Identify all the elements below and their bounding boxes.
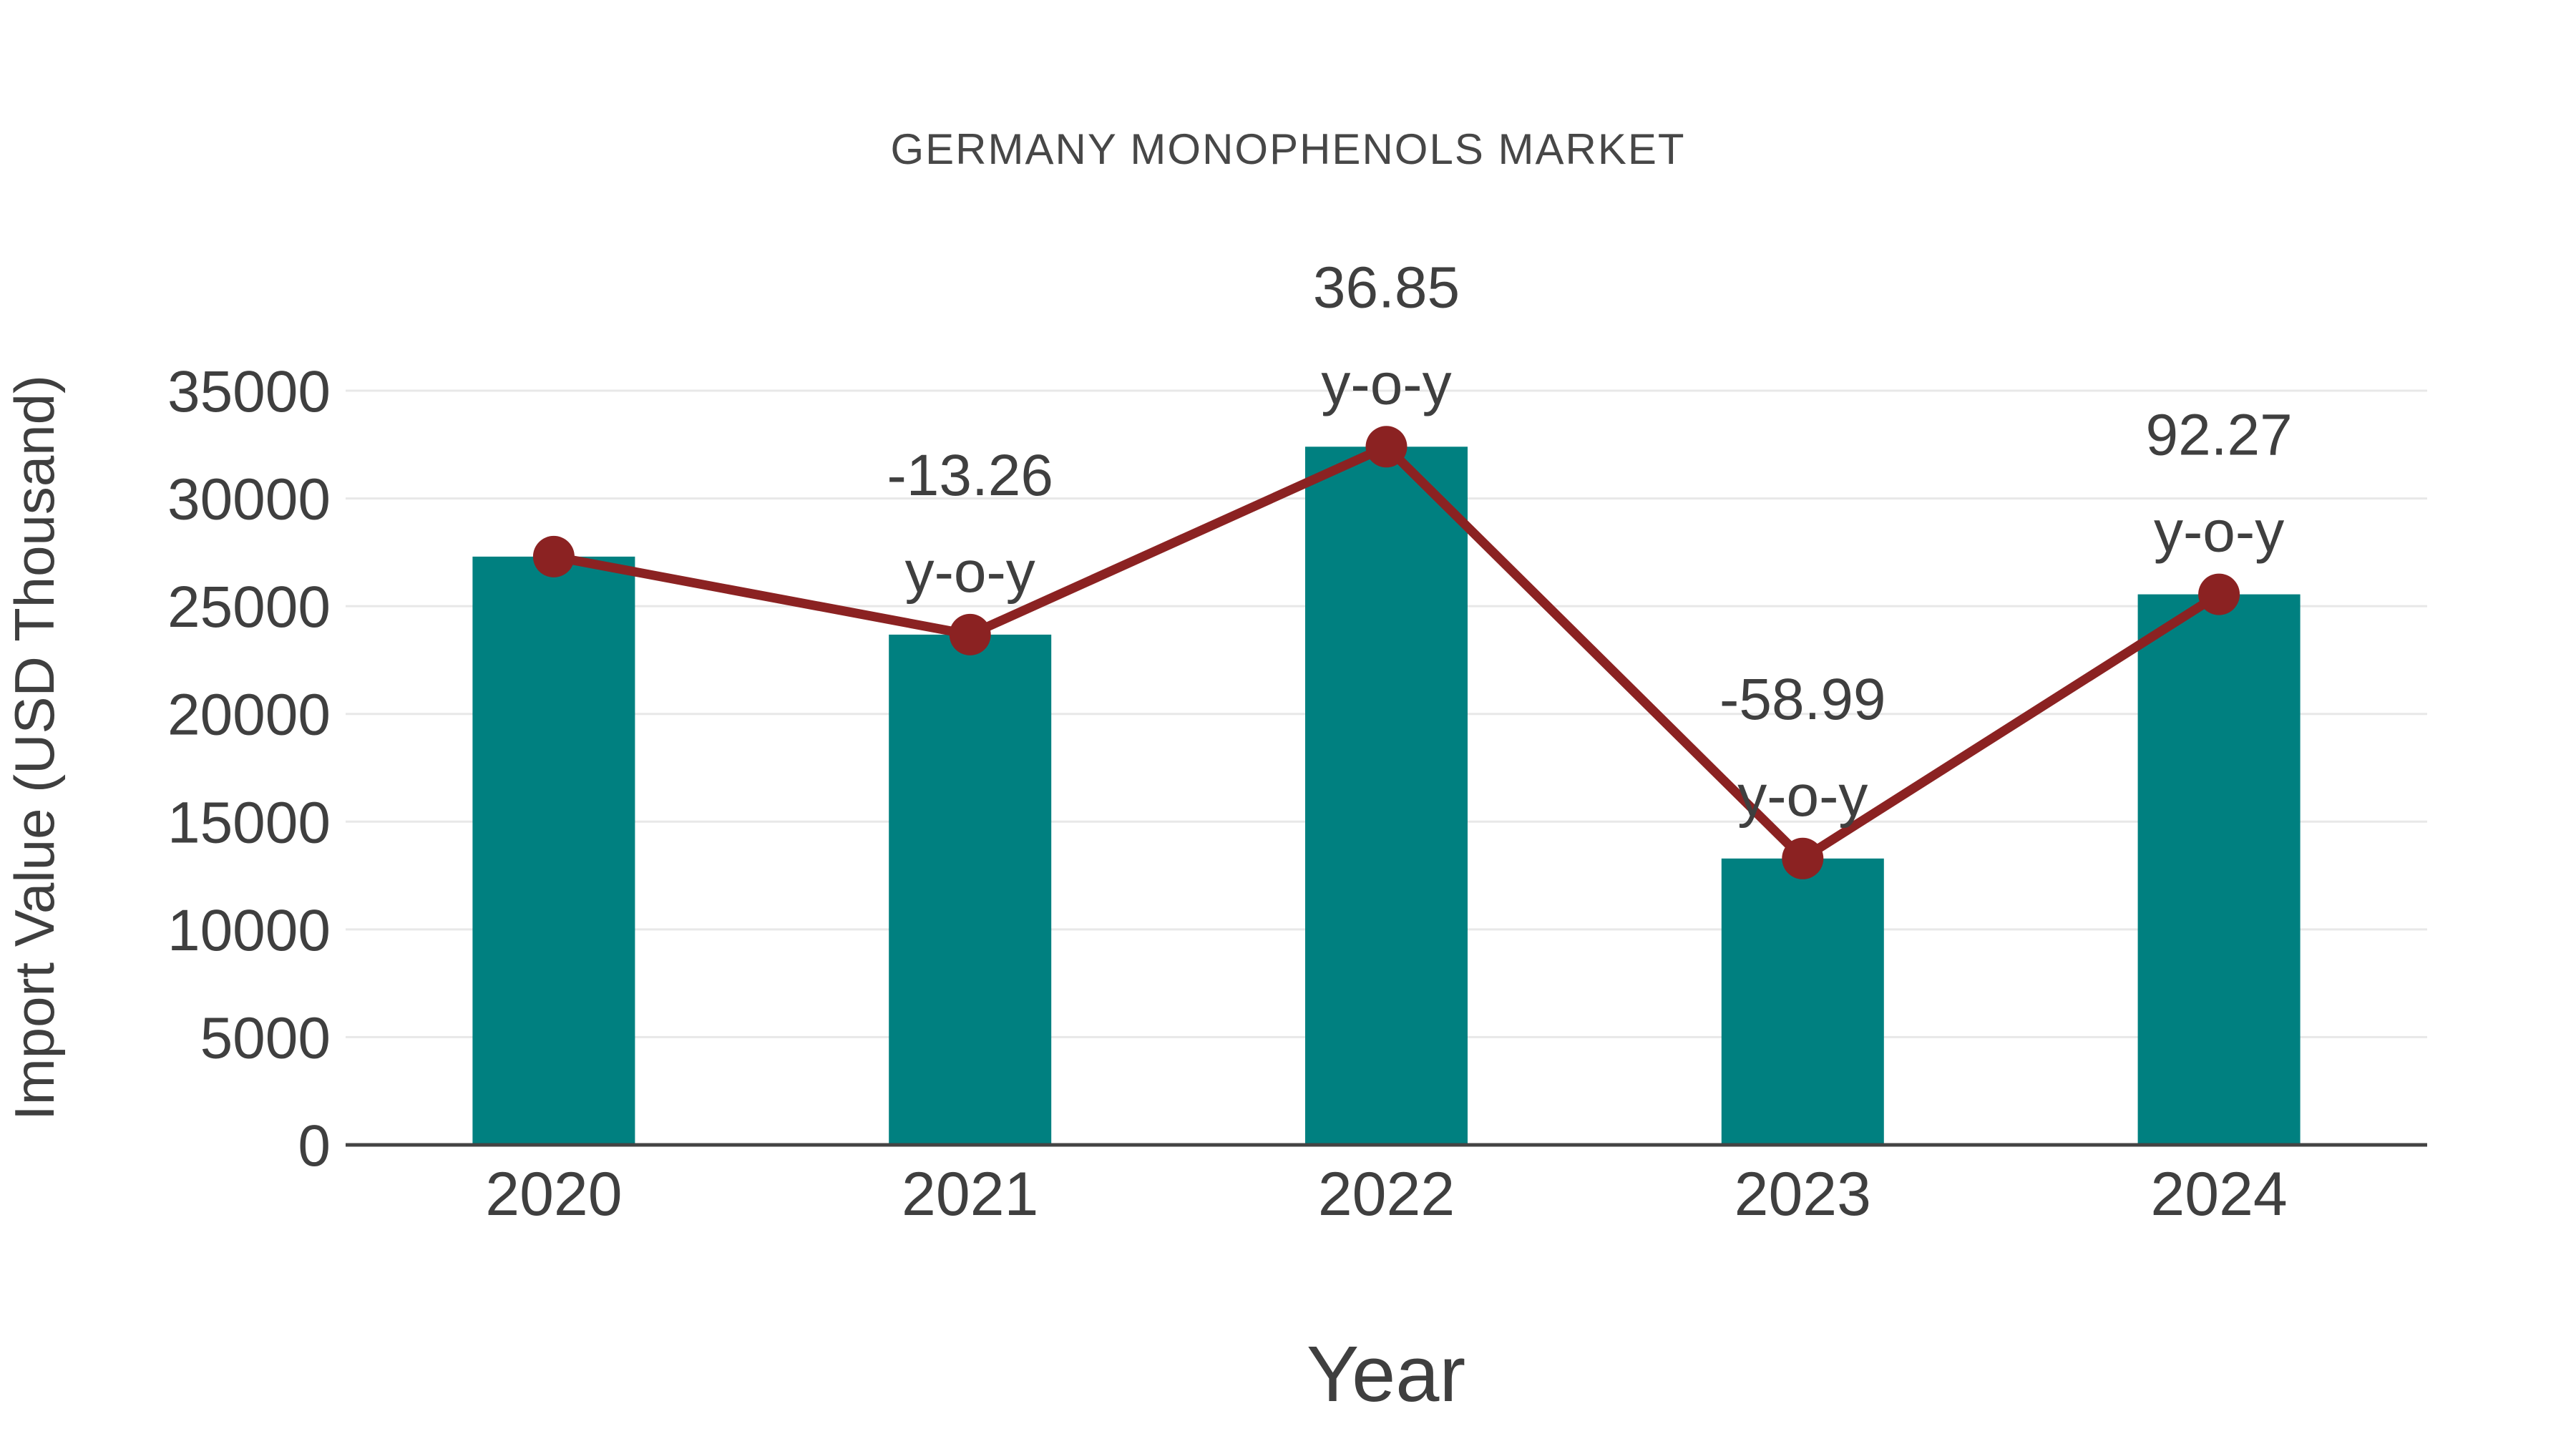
annotations-layer: -13.26 y-o-y 36.85 y-o-y -58.99 y-o-y 92.27 y-o… — [887, 255, 2292, 828]
y-tick-label-35000: 35000 — [167, 359, 331, 424]
annotation-2022-value: 36.85 — [1313, 255, 1460, 320]
y-tick-label-0: 0 — [298, 1113, 331, 1179]
point-2022[interactable] — [1365, 426, 1407, 468]
bars-layer — [472, 447, 2301, 1145]
annotation-2024-unit: y-o-y — [2154, 499, 2284, 565]
tick-labels-layer: 0 5000 10000 15000 20000 25000 30000 35000 2020 2… — [167, 359, 2288, 1229]
annotation-2022-unit: y-o-y — [1321, 351, 1451, 416]
x-axis-label: Year — [1307, 1330, 1465, 1418]
x-tick-label-2024: 2024 — [2150, 1160, 2287, 1229]
annotation-2021-value: -13.26 — [887, 443, 1053, 508]
trend-line-layer — [532, 426, 2240, 879]
x-tick-label-2023: 2023 — [1735, 1160, 1871, 1229]
x-tick-label-2020: 2020 — [485, 1160, 622, 1229]
bar-2020[interactable] — [472, 556, 635, 1145]
annotation-2023-unit: y-o-y — [1737, 763, 1868, 829]
bar-2021[interactable] — [889, 634, 1052, 1145]
point-2023[interactable] — [1782, 837, 1824, 879]
point-2020[interactable] — [532, 535, 575, 577]
y-tick-label-30000: 30000 — [167, 467, 331, 532]
annotation-2023-value: -58.99 — [1719, 667, 1886, 732]
point-2024[interactable] — [2198, 573, 2240, 615]
y-tick-label-5000: 5000 — [200, 1005, 331, 1070]
bar-2024[interactable] — [2137, 594, 2301, 1145]
y-tick-label-25000: 25000 — [167, 575, 331, 640]
chart-title: GERMANY MONOPHENOLS MARKET — [890, 125, 1685, 173]
annotation-2021-unit: y-o-y — [905, 540, 1035, 605]
x-tick-label-2022: 2022 — [1318, 1160, 1455, 1229]
y-axis-label: Import Value (USD Thousand) — [3, 375, 66, 1121]
y-tick-label-15000: 15000 — [167, 790, 331, 855]
y-tick-label-20000: 20000 — [167, 683, 331, 748]
x-tick-label-2021: 2021 — [902, 1160, 1038, 1229]
bar-2022[interactable] — [1305, 447, 1468, 1145]
bar-2023[interactable] — [1721, 858, 1884, 1145]
point-2021[interactable] — [949, 613, 991, 655]
annotation-2024-value: 92.27 — [2145, 403, 2292, 468]
y-tick-label-10000: 10000 — [167, 898, 331, 963]
